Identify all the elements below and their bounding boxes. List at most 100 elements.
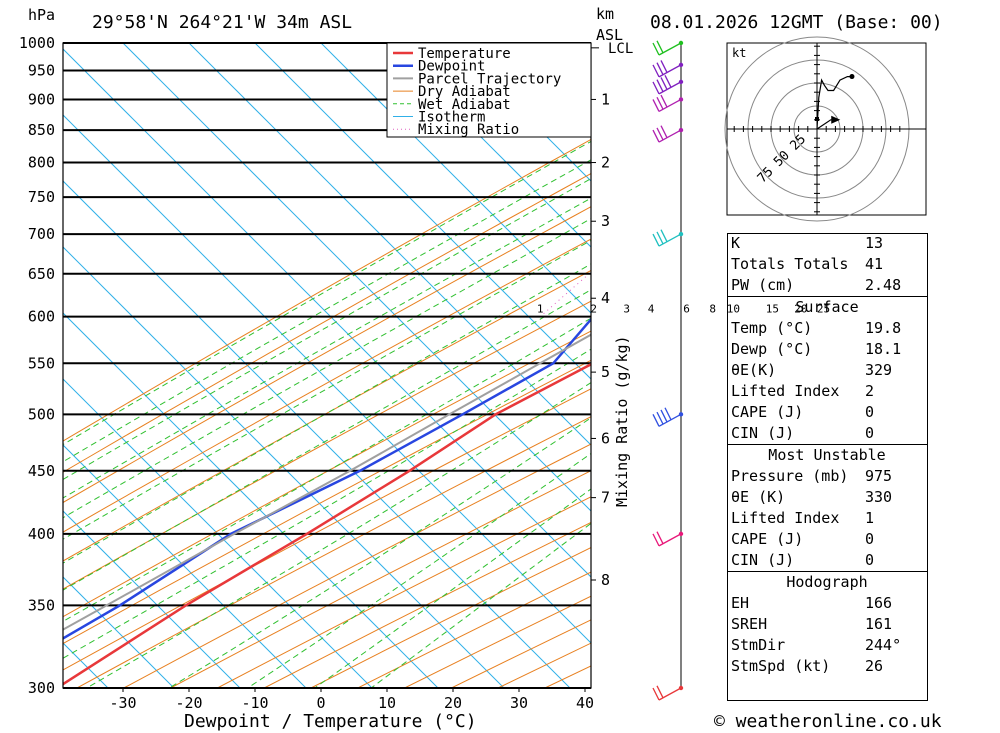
hodograph-trace bbox=[816, 75, 852, 130]
indices-table: K 13 Totals Totals 41 PW (cm) 2.48 Surface Temp… bbox=[727, 233, 927, 677]
pressure-tick-label: 450 bbox=[28, 462, 55, 480]
indices-section-title: Hodograph bbox=[727, 571, 927, 593]
wind-barb bbox=[652, 125, 684, 143]
indices-row: K 13 bbox=[727, 233, 927, 254]
wind-barb bbox=[652, 60, 684, 78]
pressure-tick-label: 800 bbox=[28, 154, 55, 172]
indices-section-header: Most Unstable bbox=[727, 444, 927, 466]
indices-value: 166 bbox=[865, 594, 893, 612]
pressure-tick-label: 850 bbox=[28, 121, 55, 139]
indices-value: 0 bbox=[865, 424, 875, 442]
pressure-tick-label: 300 bbox=[28, 679, 55, 697]
mixing-ratio-label: 4 bbox=[648, 303, 655, 316]
legend-label: Dewpoint bbox=[418, 59, 485, 75]
pressure-tick-label: 750 bbox=[28, 188, 55, 206]
pressure-tick-label: 950 bbox=[28, 61, 55, 79]
indices-label: θE (K) bbox=[731, 488, 786, 506]
indices-frame bbox=[727, 233, 928, 701]
isotherm-line bbox=[63, 378, 373, 688]
km-tick-label: 3 bbox=[601, 212, 610, 230]
indices-row: Totals Totals 41 bbox=[727, 254, 927, 275]
isotherm-line bbox=[63, 312, 439, 688]
indices-value: 19.8 bbox=[865, 319, 902, 337]
x-tick-label: 30 bbox=[510, 694, 528, 712]
pressure-tick-label: 400 bbox=[28, 525, 55, 543]
wind-barb bbox=[652, 74, 684, 95]
wind-barb bbox=[652, 94, 684, 113]
pressure-tick-label: 350 bbox=[28, 596, 55, 614]
mixing-ratio-label: 1 bbox=[537, 303, 544, 316]
isotherm-line bbox=[63, 48, 591, 578]
indices-row: Lifted Index 2 bbox=[727, 381, 927, 402]
isotherm-line bbox=[63, 510, 241, 688]
dry-adiabat-line bbox=[63, 388, 591, 671]
dry-adiabat-line bbox=[63, 330, 591, 618]
x-tick-label: 40 bbox=[576, 694, 594, 712]
x-tick-label: -10 bbox=[241, 694, 268, 712]
indices-section-header: Surface bbox=[727, 296, 927, 318]
pressure-tick-label: 650 bbox=[28, 265, 55, 283]
indices-label: StmSpd (kt) bbox=[731, 657, 831, 675]
dry-adiabat-line bbox=[170, 470, 591, 688]
wind-barb bbox=[652, 229, 684, 247]
indices-row: Dewp (°C) 18.1 bbox=[727, 339, 927, 360]
km-tick-label: 1 bbox=[601, 90, 610, 108]
x-tick-label: 10 bbox=[378, 694, 396, 712]
indices-value: 161 bbox=[865, 615, 893, 633]
indices-value: 18.1 bbox=[865, 340, 902, 358]
legend-label: Dry Adiabat bbox=[418, 84, 511, 100]
km-label: km bbox=[596, 5, 614, 23]
indices-row: EH 166 bbox=[727, 593, 927, 614]
pressure-axis-labels: 300 350 400 450 500 550 600 650 700 750 800 850 900 9… bbox=[19, 34, 55, 697]
indices-row: SREH 161 bbox=[727, 614, 927, 635]
indices-value: 2 bbox=[865, 382, 875, 400]
x-axis-title: Dewpoint / Temperature (°C) bbox=[184, 711, 477, 732]
lcl-label: LCL bbox=[608, 41, 633, 57]
indices-value: 1 bbox=[865, 509, 875, 527]
indices-label: CAPE (J) bbox=[731, 530, 804, 548]
dry-adiabat-line bbox=[123, 443, 591, 688]
legend-label: Mixing Ratio bbox=[418, 122, 519, 138]
wet-adiabat-line bbox=[63, 178, 591, 481]
indices-value: 2.48 bbox=[865, 276, 902, 294]
indices-row: PW (cm) 2.48 bbox=[727, 275, 927, 297]
indices-label: PW (cm) bbox=[731, 276, 795, 294]
isotherm-line bbox=[63, 444, 307, 688]
km-tick-label: 6 bbox=[601, 429, 610, 447]
wet-adiabat-line bbox=[63, 218, 591, 519]
indices-label: CIN (J) bbox=[731, 551, 795, 569]
indices-row: Temp (°C) 19.8 bbox=[727, 318, 927, 339]
indices-value: 41 bbox=[865, 255, 884, 273]
parcel-trajectory-line bbox=[63, 333, 591, 631]
indices-value: 244° bbox=[865, 636, 902, 654]
location-title: 29°58'N 264°21'W 34m ASL bbox=[92, 12, 352, 33]
wind-barb bbox=[652, 407, 684, 427]
indices-row: CAPE (J) 0 bbox=[727, 529, 927, 550]
dry-adiabat-line bbox=[217, 496, 591, 688]
indices-label: EH bbox=[731, 594, 750, 612]
wet-adiabat-line bbox=[86, 382, 591, 688]
indices-value: 330 bbox=[865, 488, 893, 506]
wet-adiabat-line bbox=[63, 348, 591, 659]
wind-barb bbox=[652, 685, 684, 701]
isotherm-line bbox=[320, 43, 591, 314]
mixing-ratio-axis-title: Mixing Ratio (g/kg) bbox=[613, 335, 631, 507]
pressure-tick-label: 600 bbox=[28, 308, 55, 326]
indices-value: 26 bbox=[865, 657, 884, 675]
isotherm-line bbox=[452, 43, 591, 182]
dry-adiabat-line bbox=[63, 300, 591, 590]
indices-label: θE(K) bbox=[731, 361, 777, 379]
indices-row: Lifted Index 1 bbox=[727, 508, 927, 529]
indices-value: 975 bbox=[865, 467, 893, 485]
indices-label: CAPE (J) bbox=[731, 403, 804, 421]
indices-label: SREH bbox=[731, 615, 768, 633]
pressure-tick-label: 1000 bbox=[19, 34, 55, 52]
plot-frame bbox=[62, 42, 592, 689]
indices-row: θE (K) 330 bbox=[727, 487, 927, 508]
legend-label: Wet Adiabat bbox=[418, 97, 511, 113]
pressure-tick-label: 550 bbox=[28, 354, 55, 372]
legend-label: Temperature bbox=[418, 46, 511, 62]
wind-profile bbox=[652, 40, 684, 701]
